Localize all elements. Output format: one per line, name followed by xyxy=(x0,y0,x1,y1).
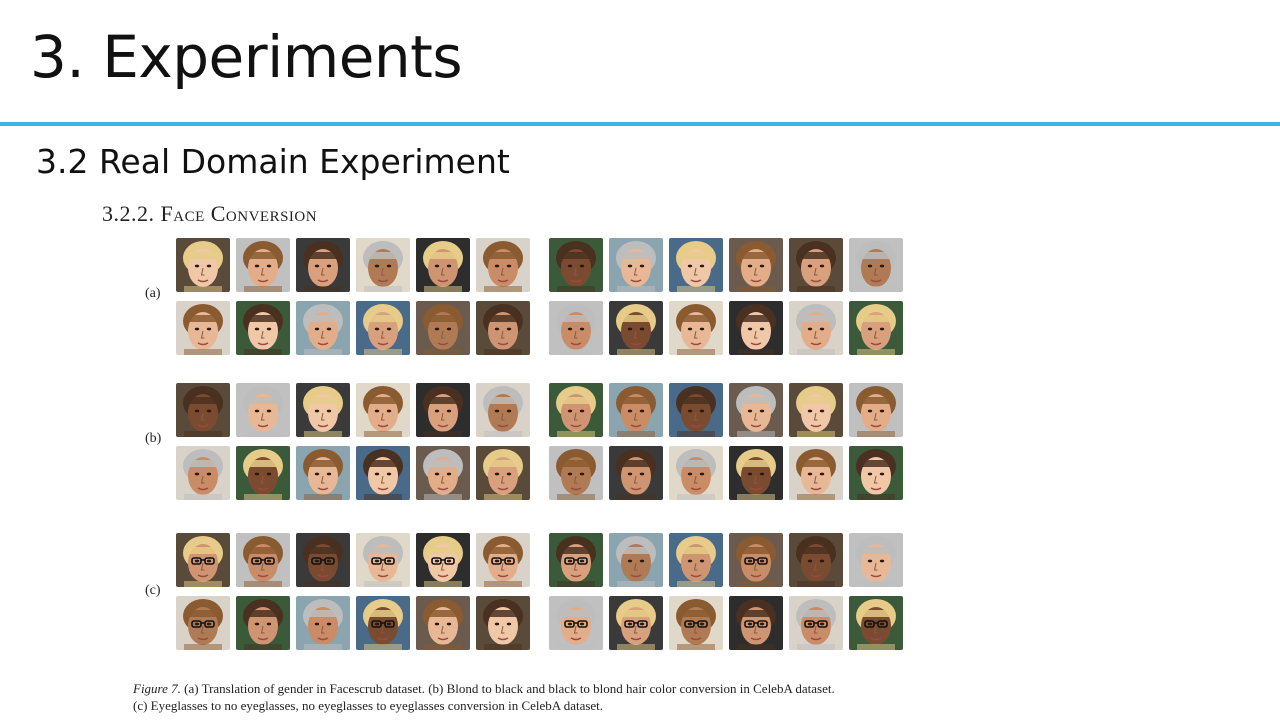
face-thumbnail xyxy=(609,301,663,355)
face-thumbnail xyxy=(549,383,603,437)
face-thumbnail xyxy=(669,383,723,437)
face-thumbnail xyxy=(296,446,350,500)
face-thumbnail xyxy=(669,533,723,587)
face-thumbnail xyxy=(789,383,843,437)
face-thumbnail xyxy=(296,238,350,292)
face-thumbnail xyxy=(789,301,843,355)
face-thumbnail xyxy=(296,301,350,355)
caption-line-1: (a) Translation of gender in Facescrub d… xyxy=(180,681,835,696)
face-thumbnail xyxy=(729,301,783,355)
face-thumbnail xyxy=(356,383,410,437)
figure-number: Figure 7. xyxy=(133,681,181,696)
slide-title: 3. Experiments xyxy=(30,23,463,91)
figure-caption: Figure 7. (a) Translation of gender in F… xyxy=(133,680,933,714)
face-thumbnail xyxy=(476,238,530,292)
face-thumbnail xyxy=(296,383,350,437)
face-thumbnail xyxy=(669,238,723,292)
face-thumbnail xyxy=(356,533,410,587)
face-thumbnail xyxy=(549,596,603,650)
title-divider xyxy=(0,122,1280,126)
face-thumbnail xyxy=(416,238,470,292)
face-thumbnail xyxy=(176,446,230,500)
face-thumbnail xyxy=(789,533,843,587)
caption-line-2: (c) Eyeglasses to no eyeglasses, no eyeg… xyxy=(133,698,604,713)
face-thumbnail xyxy=(236,596,290,650)
face-thumbnail xyxy=(729,446,783,500)
face-thumbnail xyxy=(789,238,843,292)
face-thumbnail xyxy=(236,446,290,500)
face-thumbnail xyxy=(296,596,350,650)
face-thumbnail xyxy=(176,596,230,650)
face-thumbnail xyxy=(549,533,603,587)
face-thumbnail xyxy=(669,596,723,650)
face-thumbnail xyxy=(476,301,530,355)
face-thumbnail xyxy=(609,383,663,437)
face-thumbnail xyxy=(416,301,470,355)
face-thumbnail xyxy=(849,301,903,355)
face-thumbnail xyxy=(476,383,530,437)
row-label-c: (c) xyxy=(145,583,161,598)
row-label-b: (b) xyxy=(145,431,162,446)
face-thumbnail xyxy=(849,596,903,650)
face-thumbnail xyxy=(609,238,663,292)
face-thumbnail xyxy=(789,596,843,650)
face-thumbnail xyxy=(849,383,903,437)
face-thumbnail xyxy=(236,383,290,437)
face-thumbnail xyxy=(416,533,470,587)
face-thumbnail xyxy=(476,533,530,587)
face-thumbnail xyxy=(356,596,410,650)
face-thumbnail xyxy=(549,301,603,355)
face-thumbnail xyxy=(416,596,470,650)
face-thumbnail xyxy=(476,446,530,500)
face-thumbnail xyxy=(609,596,663,650)
face-thumbnail xyxy=(176,301,230,355)
face-thumbnail xyxy=(416,383,470,437)
face-thumbnail xyxy=(296,533,350,587)
face-thumbnail xyxy=(236,238,290,292)
face-thumbnail xyxy=(236,533,290,587)
face-thumbnail xyxy=(669,301,723,355)
face-thumbnail xyxy=(356,301,410,355)
face-thumbnail xyxy=(729,596,783,650)
row-label-a: (a) xyxy=(145,286,161,301)
face-thumbnail xyxy=(549,446,603,500)
face-thumbnail xyxy=(476,596,530,650)
face-thumbnail xyxy=(356,446,410,500)
face-thumbnail xyxy=(669,446,723,500)
face-thumbnail xyxy=(176,533,230,587)
face-thumbnail xyxy=(176,238,230,292)
face-thumbnail xyxy=(236,301,290,355)
section-title: 3.2 Real Domain Experiment xyxy=(36,142,510,181)
face-thumbnail xyxy=(849,533,903,587)
face-thumbnail xyxy=(849,446,903,500)
face-thumbnail xyxy=(789,446,843,500)
face-thumbnail xyxy=(729,533,783,587)
subsection-title: 3.2.2. Face Conversion xyxy=(102,201,318,226)
face-thumbnail xyxy=(729,238,783,292)
face-thumbnail xyxy=(609,446,663,500)
face-thumbnail xyxy=(849,238,903,292)
face-thumbnail xyxy=(549,238,603,292)
face-thumbnail xyxy=(729,383,783,437)
face-thumbnail xyxy=(416,446,470,500)
face-thumbnail xyxy=(609,533,663,587)
face-thumbnail xyxy=(176,383,230,437)
face-thumbnail xyxy=(356,238,410,292)
